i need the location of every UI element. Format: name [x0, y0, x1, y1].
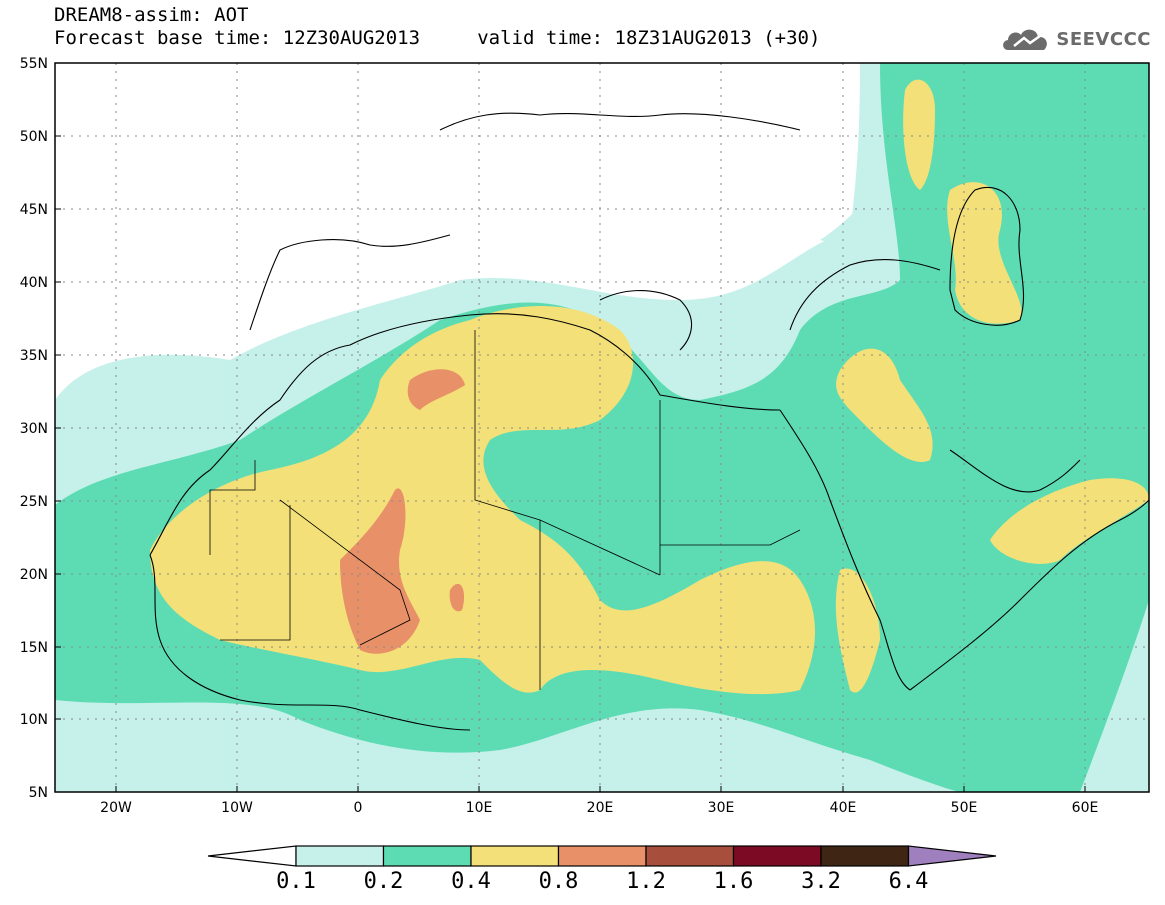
colorbar-label: 1.2	[626, 869, 666, 894]
aot-band-04-oman	[990, 478, 1149, 564]
colorbar-swatch	[820, 845, 910, 867]
title-line-2: Forecast base time: 12Z30AUG2013 valid t…	[54, 27, 821, 49]
lon-label: 10W	[221, 800, 253, 816]
colorbar-label: 0.4	[451, 869, 491, 894]
lat-label: 45N	[20, 202, 48, 218]
colorbar-swatch	[470, 845, 560, 867]
lon-label: 40E	[830, 800, 857, 816]
colorbar-over-triangle	[907, 845, 997, 867]
aot-band-04-caspian	[947, 182, 1022, 324]
lon-labels: 20W 10W 0 10E 20E 30E 40E 50E 60E	[100, 800, 1098, 816]
aot-band-08-mali	[340, 488, 420, 654]
lat-label: 55N	[20, 56, 48, 72]
lat-label: 10N	[20, 712, 48, 728]
colorbar-label: 0.8	[538, 869, 579, 894]
lat-label: 5N	[29, 785, 48, 801]
colorbar-label: 0.1	[276, 869, 316, 894]
aot-band-02-west-sahel	[55, 700, 960, 792]
colorbar-label: 1.6	[713, 869, 754, 894]
lat-label: 20N	[20, 567, 48, 583]
aot-band-08-niger	[449, 583, 465, 612]
logo-text: SEEVCCC	[1056, 28, 1151, 50]
grid	[55, 63, 1149, 792]
colorbar-label: 6.4	[888, 869, 929, 894]
colorbar-label: 3.2	[801, 869, 841, 894]
colorbar-under-triangle	[207, 845, 297, 867]
map-title: DREAM8-assim: AOT Forecast base time: 12Z…	[54, 4, 820, 50]
colorbar-swatch	[382, 845, 472, 867]
title-line-1: DREAM8-assim: AOT	[54, 4, 249, 26]
lat-label: 50N	[20, 129, 48, 145]
aot-band-04-arabia	[836, 348, 933, 462]
lat-label: 40N	[20, 275, 48, 291]
colorbar-swatch	[295, 845, 385, 867]
coastlines	[149, 112, 1149, 731]
lon-label: 20E	[587, 800, 614, 816]
lon-label: 60E	[1072, 800, 1099, 816]
lon-label: 30E	[708, 800, 735, 816]
country-borders	[209, 330, 801, 690]
lon-label: 0	[354, 800, 363, 816]
lat-label: 25N	[20, 494, 48, 510]
lat-labels: 55N 50N 45N 40N 35N 30N 25N 20N 15N 10N …	[20, 56, 48, 801]
cloud-icon	[1003, 29, 1048, 50]
ticks	[55, 135, 1086, 792]
colorbar	[207, 845, 997, 867]
colorbar-swatch	[645, 845, 735, 867]
aot-band-04-redsea	[835, 568, 880, 693]
lon-label: 50E	[951, 800, 978, 816]
lon-label: 10E	[466, 800, 493, 816]
colorbar-swatch	[557, 845, 647, 867]
lat-label: 15N	[20, 640, 48, 656]
aot-band-08-algeria	[407, 369, 465, 410]
lat-label: 30N	[20, 421, 48, 437]
colorbar-swatch	[732, 845, 822, 867]
aot-band-04-sahara	[150, 306, 815, 695]
lat-label: 35N	[20, 348, 48, 364]
seevccc-logo: SEEVCCC	[1000, 24, 1151, 54]
lon-label: 20W	[100, 800, 132, 816]
colorbar-label: 0.2	[363, 869, 404, 894]
aot-band-04-ural	[903, 79, 935, 190]
